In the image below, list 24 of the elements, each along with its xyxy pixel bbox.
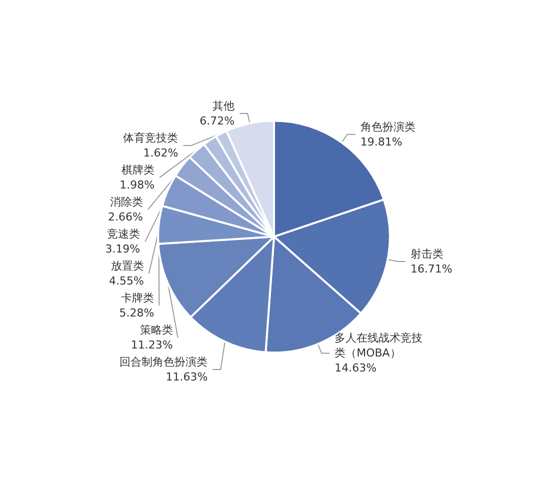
data-label: 16.71% bbox=[410, 262, 452, 276]
slice-label: 消除类 bbox=[110, 196, 143, 209]
slice-label: 棋牌类 bbox=[122, 164, 155, 177]
slice-label: 射击类 bbox=[410, 248, 444, 261]
data-label: 5.28% bbox=[119, 306, 154, 320]
data-label: 11.63% bbox=[166, 370, 208, 384]
data-label: 11.23% bbox=[130, 338, 173, 352]
data-label: 3.19% bbox=[105, 242, 140, 256]
slice-label: 放置类 bbox=[110, 260, 144, 273]
data-label: 19.81% bbox=[360, 135, 402, 148]
slice-label: 角色扮演类 bbox=[360, 120, 416, 134]
data-label: 14.63% bbox=[334, 362, 377, 375]
slice-label: 体育竞技类 bbox=[123, 132, 178, 145]
data-label: 1.62% bbox=[143, 146, 178, 160]
data-label: 4.55% bbox=[108, 274, 144, 288]
slice-label: 回合制角色扮演类 bbox=[120, 356, 208, 369]
data-label: 6.72% bbox=[200, 114, 235, 128]
slice-label: 其他 bbox=[212, 100, 235, 113]
slice-label: 策略类 bbox=[140, 324, 173, 337]
data-label: 1.98% bbox=[120, 178, 155, 192]
slice-label: 卡牌类 bbox=[121, 292, 154, 305]
data-label: 2.66% bbox=[108, 210, 143, 224]
slice-label: 竞速类 bbox=[107, 228, 140, 241]
slice-label: 多人在线战术竞技类（MOBA） bbox=[334, 332, 423, 360]
